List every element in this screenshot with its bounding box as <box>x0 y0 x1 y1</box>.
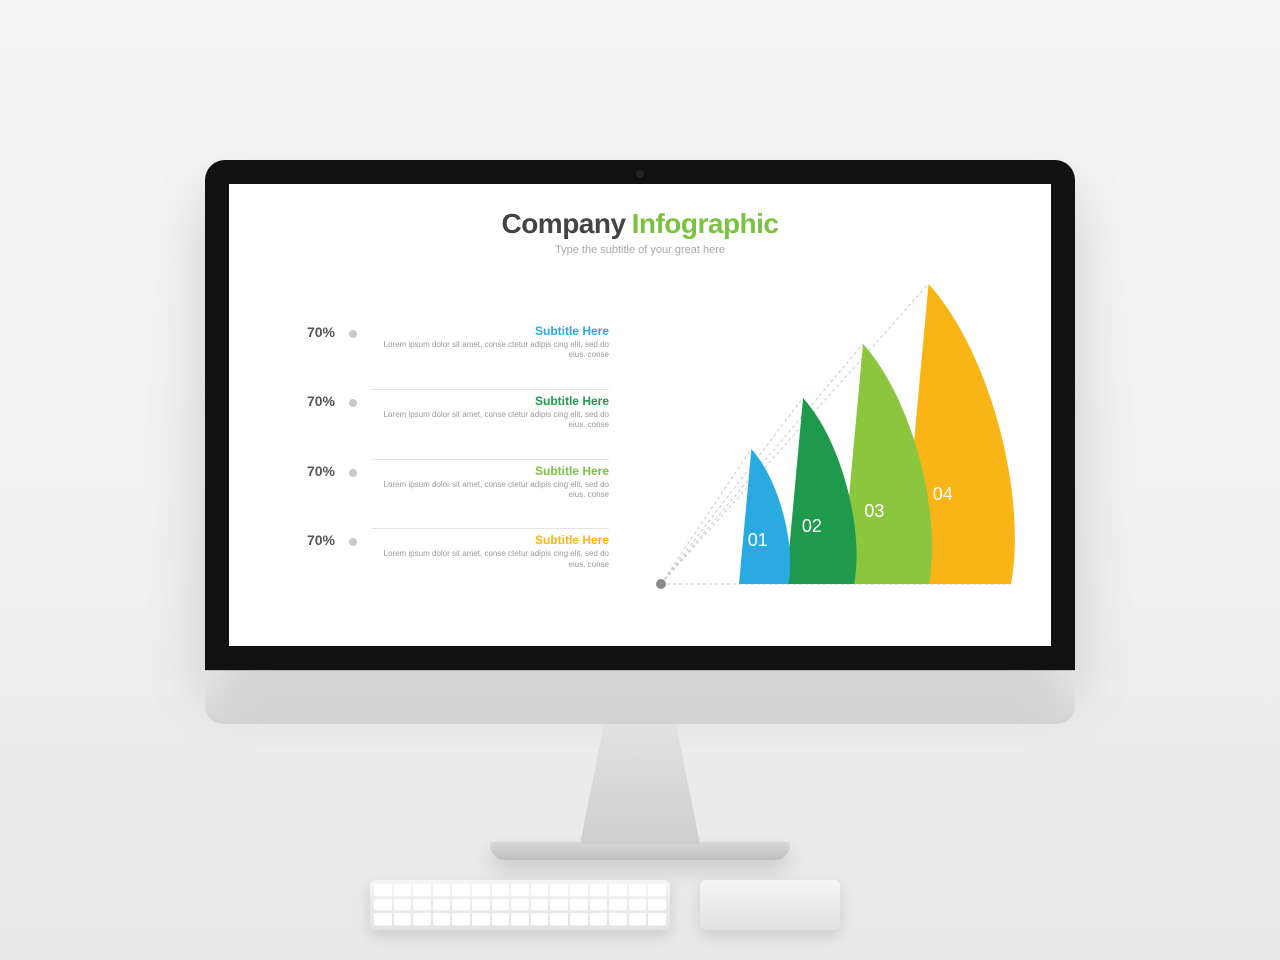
row-dot-icon <box>349 538 357 546</box>
row-dot-icon <box>349 330 357 338</box>
fan-diagram: 04 03 02 01 <box>641 254 1021 614</box>
camera-dot <box>636 170 644 178</box>
row-subtitle: Subtitle Here <box>371 533 609 547</box>
keyboard <box>370 880 670 930</box>
row-text: Subtitle Here Lorem ipsum dolor sit amet,… <box>371 320 609 361</box>
percent-value: 70% <box>289 320 335 340</box>
row-body: Lorem ipsum dolor sit amet, conse ctetur… <box>371 410 609 431</box>
percent-value: 70% <box>289 528 335 548</box>
title-word-1: Company <box>501 208 625 239</box>
segment-number: 02 <box>802 516 822 536</box>
row-subtitle: Subtitle Here <box>371 464 609 478</box>
monitor-stand-neck <box>580 724 700 844</box>
monitor-mockup: CompanyInfographic Type the subtitle of … <box>205 160 1075 860</box>
slide-screen: CompanyInfographic Type the subtitle of … <box>229 184 1051 646</box>
row-body: Lorem ipsum dolor sit amet, conse ctetur… <box>371 340 609 361</box>
fan-segment <box>786 398 857 584</box>
row-body: Lorem ipsum dolor sit amet, conse ctetur… <box>371 549 609 570</box>
info-row: 70% Subtitle Here Lorem ipsum dolor sit am… <box>289 383 609 453</box>
info-row: 70% Subtitle Here Lorem ipsum dolor sit am… <box>289 453 609 523</box>
monitor-chin <box>205 670 1075 724</box>
title-word-2: Infographic <box>632 208 779 239</box>
slide-title-block: CompanyInfographic Type the subtitle of … <box>229 208 1051 256</box>
origin-dot-icon <box>656 579 666 589</box>
segment-number: 04 <box>933 484 953 504</box>
trackpad <box>700 880 840 930</box>
segment-number: 03 <box>864 501 884 521</box>
segment-number: 01 <box>748 530 768 550</box>
row-text: Subtitle Here Lorem ipsum dolor sit amet,… <box>371 528 609 570</box>
percent-value: 70% <box>289 459 335 479</box>
row-subtitle: Subtitle Here <box>371 394 609 408</box>
fan-segment <box>739 449 790 584</box>
slide-title: CompanyInfographic <box>229 208 1051 240</box>
monitor-bezel: CompanyInfographic Type the subtitle of … <box>205 160 1075 670</box>
info-row: 70% Subtitle Here Lorem ipsum dolor sit am… <box>289 522 609 592</box>
monitor-stand-base <box>490 842 790 860</box>
row-text: Subtitle Here Lorem ipsum dolor sit amet,… <box>371 389 609 431</box>
row-dot-icon <box>349 469 357 477</box>
percent-value: 70% <box>289 389 335 409</box>
row-dot-icon <box>349 399 357 407</box>
info-row: 70% Subtitle Here Lorem ipsum dolor sit am… <box>289 314 609 383</box>
row-text: Subtitle Here Lorem ipsum dolor sit amet,… <box>371 459 609 501</box>
left-column: 70% Subtitle Here Lorem ipsum dolor sit am… <box>289 314 609 592</box>
row-subtitle: Subtitle Here <box>371 324 609 338</box>
row-body: Lorem ipsum dolor sit amet, conse ctetur… <box>371 480 609 501</box>
